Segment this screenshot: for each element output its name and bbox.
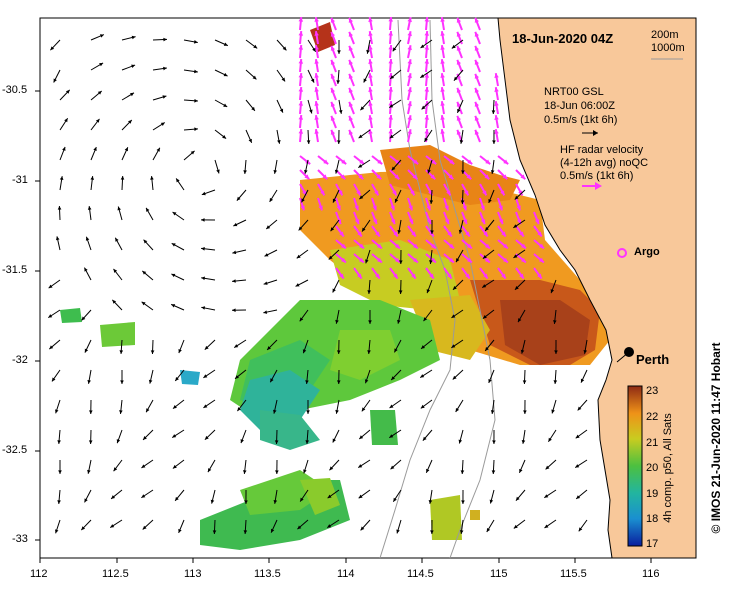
colorbar-tick: 22 <box>646 411 659 423</box>
x-tick-label: 114.5 <box>407 568 434 580</box>
hf-radar-arrows <box>298 16 545 280</box>
y-tick-label: -31.5 <box>2 264 28 276</box>
gsl-legend-line2: 18-Jun 06:00Z <box>544 100 615 112</box>
hf-legend-line1: HF radar velocity <box>560 144 644 156</box>
y-tick-label: -32 <box>12 354 28 366</box>
x-tick-label: 113.5 <box>254 568 281 580</box>
map-title: 18-Jun-2020 04Z <box>512 31 614 46</box>
y-tick-label: -33 <box>12 533 28 545</box>
colorbar-tick: 17 <box>646 538 659 550</box>
colorbar-tick: 21 <box>646 437 659 449</box>
y-tick-label: -30.5 <box>2 84 28 96</box>
hf-legend-line2: (4-12h avg) noQC <box>560 157 649 169</box>
x-tick-label: 114 <box>337 568 355 580</box>
scale-label-1000m: 1000m <box>651 42 685 54</box>
x-tick-label: 112.5 <box>102 568 129 580</box>
x-tick-label: 116 <box>642 568 660 580</box>
hf-legend-line3: 0.5m/s (1kt 6h) <box>560 170 634 182</box>
argo-marker <box>617 248 627 258</box>
copyright-caption: © IMOS 21-Jun-2020 11:47 Hobart <box>709 342 723 534</box>
colorbar-tick: 23 <box>646 385 659 397</box>
colorbar-caption: 4h comp. p50, All Sats <box>662 413 674 523</box>
colorbar-tick: 19 <box>646 488 659 500</box>
x-tick-label: 113 <box>184 568 202 580</box>
axis-ticks <box>35 90 652 563</box>
land-mass <box>497 17 697 559</box>
gsl-current-arrows <box>47 34 588 535</box>
x-tick-label: 115 <box>490 568 508 580</box>
colorbar-tick: 20 <box>646 462 659 474</box>
x-tick-label: 115.5 <box>560 568 587 580</box>
gsl-legend-line1: NRT00 GSL <box>544 86 604 98</box>
colorbar-tick: 18 <box>646 513 659 525</box>
argo-label: Argo <box>634 246 660 258</box>
gsl-legend-line3: 0.5m/s (1kt 6h) <box>544 114 618 126</box>
colorbar <box>627 385 643 547</box>
scale-label-200m: 200m <box>651 29 679 41</box>
x-tick-label: 112 <box>30 568 48 580</box>
gsl-legend: NRT00 GSL 18-Jun 06:00Z 0.5m/s (1kt 6h) <box>544 85 617 127</box>
y-tick-label: -32.5 <box>2 444 28 456</box>
hf-legend: HF radar velocity (4-12h avg) noQC 0.5m/… <box>560 144 648 183</box>
perth-label: Perth <box>636 352 670 367</box>
y-tick-label: -31 <box>12 174 28 186</box>
